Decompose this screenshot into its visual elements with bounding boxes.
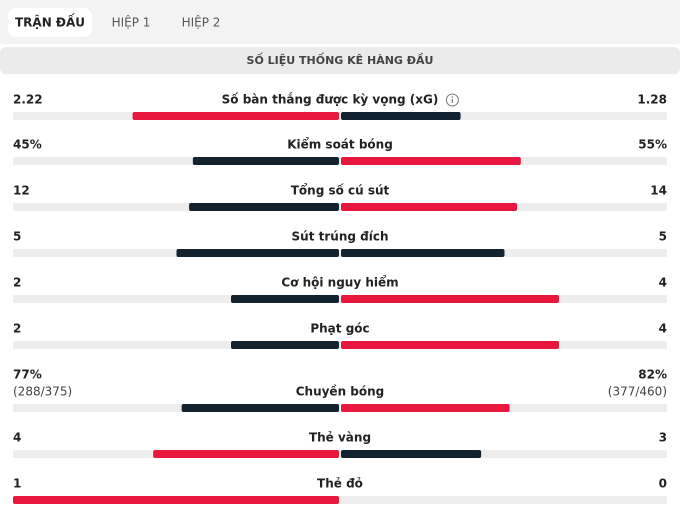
- home-value: 1: [13, 477, 21, 491]
- info-icon: [445, 93, 459, 107]
- section-header: [0, 47, 680, 74]
- stat-label: Chuyền bóng: [296, 385, 385, 399]
- away-bar: [341, 203, 518, 211]
- home-value: 45%: [13, 138, 42, 152]
- away-bar: [341, 295, 559, 303]
- tab[interactable]: HIỆP 2: [182, 15, 221, 30]
- active-tab-bg[interactable]: [8, 8, 92, 37]
- home-value: 2: [13, 276, 21, 290]
- away-value: 4: [659, 276, 667, 290]
- away-value: 5: [659, 230, 667, 244]
- away-bar: [341, 404, 510, 412]
- home-bar: [181, 404, 339, 412]
- away-value: 4: [659, 322, 667, 336]
- stat-label: Thẻ vàng: [309, 431, 371, 445]
- home-bar: [13, 496, 339, 504]
- home-value: 5: [13, 230, 21, 244]
- home-value: 4: [13, 431, 21, 445]
- bar-track: [13, 341, 667, 349]
- away-value: 0: [659, 477, 667, 491]
- stat-label: Số bàn thắng được kỳ vọng (xG): [222, 93, 439, 107]
- away-bar: [341, 112, 461, 120]
- tab-bar: [0, 0, 680, 44]
- stat-label: Tổng số cú sút: [291, 183, 390, 198]
- bar-track: [13, 404, 667, 412]
- section-title: SỐ LIỆU THỐNG KÊ HÀNG ĐẦU: [247, 52, 434, 67]
- home-bar: [132, 112, 339, 120]
- away-value: 3: [659, 431, 667, 445]
- stat-label: Sút trúng đích: [292, 230, 389, 244]
- info-icon-dot: [451, 96, 454, 98]
- stat-label: Cơ hội nguy hiểm: [281, 275, 398, 290]
- away-value: 1.28: [637, 93, 667, 107]
- bar-track: [13, 450, 667, 458]
- home-bar: [231, 295, 339, 303]
- home-value: 2.22: [13, 93, 43, 107]
- home-bar: [231, 341, 339, 349]
- away-bar: [341, 249, 505, 257]
- stat-label: Phạt góc: [310, 322, 369, 336]
- bar-track: [13, 157, 667, 165]
- away-bar: [341, 157, 521, 165]
- stat-label: Kiểm soát bóng: [287, 137, 393, 152]
- tab[interactable]: TRẬN ĐẤU: [15, 13, 85, 30]
- bar-track: [13, 249, 667, 257]
- home-bar: [192, 157, 339, 165]
- bar-track: [13, 295, 667, 303]
- tab[interactable]: HIỆP 1: [112, 15, 151, 30]
- bar-track: [13, 203, 667, 211]
- away-value: 82%: [638, 368, 667, 382]
- away-detail: (377/460): [608, 385, 667, 399]
- home-value: 2: [13, 322, 21, 336]
- away-bar: [341, 450, 482, 458]
- home-bar: [153, 450, 339, 458]
- home-detail: (288/375): [13, 385, 72, 399]
- bar-track: [13, 112, 667, 120]
- away-bar: [341, 341, 559, 349]
- home-bar: [176, 249, 339, 257]
- home-value: 12: [13, 184, 30, 198]
- away-value: 14: [650, 184, 667, 198]
- home-bar: [189, 203, 339, 211]
- home-value: 77%: [13, 368, 42, 382]
- away-value: 55%: [638, 138, 667, 152]
- stat-label: Thẻ đỏ: [317, 477, 363, 491]
